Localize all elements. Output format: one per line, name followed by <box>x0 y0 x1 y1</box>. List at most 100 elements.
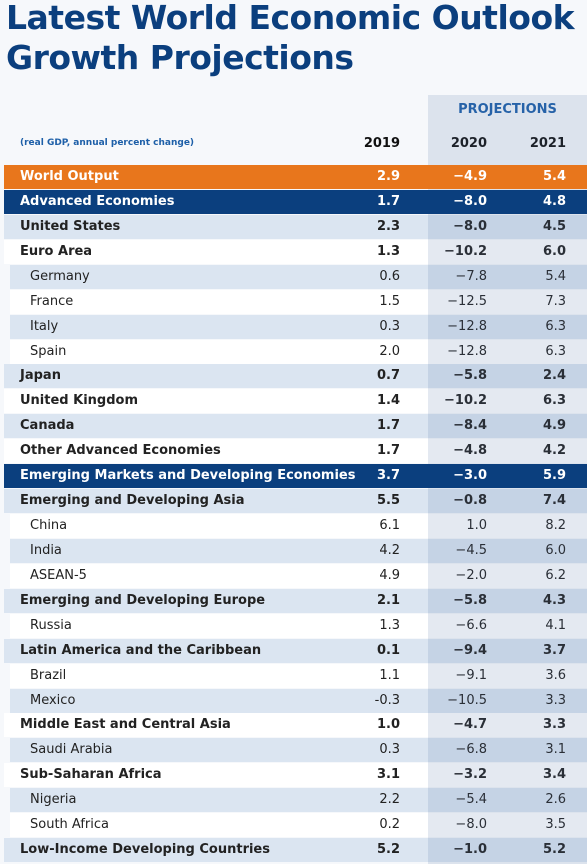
row-label: Saudi Arabia <box>30 742 113 758</box>
cell-value: 5.2 <box>376 842 400 858</box>
cell-value: 0.6 <box>379 268 400 284</box>
cell-value: 1.5 <box>379 293 400 309</box>
row-label: Russia <box>30 617 72 633</box>
cell-value: 4.3 <box>542 592 566 608</box>
cell-value: −5.8 <box>453 592 487 608</box>
column-header: 2019 <box>363 136 400 151</box>
row-label: Canada <box>20 418 75 434</box>
row-label: ASEAN-5 <box>30 567 87 583</box>
cell-value: 7.3 <box>545 293 566 309</box>
cell-value: 6.3 <box>542 393 566 409</box>
cell-value: 4.5 <box>542 218 566 234</box>
cell-value: 0.3 <box>379 318 400 334</box>
row-label: Germany <box>30 268 90 284</box>
cell-value: 4.8 <box>542 193 566 209</box>
cell-value: −7.8 <box>455 268 487 284</box>
table-row: China 6.1 1.0 8.2 <box>10 514 587 539</box>
cell-value: −10.2 <box>444 393 487 409</box>
cell-value: 6.3 <box>545 318 566 334</box>
cell-value: 3.1 <box>376 767 400 783</box>
cell-value: 4.1 <box>545 617 566 633</box>
cell-value: −1.0 <box>453 842 487 858</box>
cell-value: 2.4 <box>542 368 566 384</box>
row-label: Middle East and Central Asia <box>20 717 231 733</box>
cell-value: 1.0 <box>466 518 487 534</box>
cell-value: 1.4 <box>376 393 400 409</box>
cell-value: 2.6 <box>545 792 566 808</box>
cell-value: 1.1 <box>379 667 400 683</box>
cell-value: 3.7 <box>542 642 566 658</box>
column-header: 2020 <box>450 136 487 151</box>
cell-value: −4.8 <box>453 443 487 459</box>
table-row: Euro Area 1.3 −10.2 6.0 <box>4 239 587 264</box>
row-label: India <box>30 542 62 558</box>
table-row: Japan 0.7 −5.8 2.4 <box>4 364 587 389</box>
row-label: France <box>30 293 74 309</box>
table-row: South Africa 0.2 −8.0 3.5 <box>10 813 587 838</box>
cell-value: 1.7 <box>376 193 400 209</box>
cell-value: −9.4 <box>453 642 487 658</box>
cell-value: −4.7 <box>453 717 487 733</box>
row-label: China <box>30 518 68 534</box>
row-label: Other Advanced Economies <box>20 443 221 459</box>
table-row: India 4.2 −4.5 6.0 <box>10 538 587 563</box>
row-label: Low-Income Developing Countries <box>20 842 270 858</box>
cell-value: 6.2 <box>545 567 566 583</box>
table-row: Saudi Arabia 0.3 −6.8 3.1 <box>10 738 587 763</box>
row-label: Nigeria <box>30 792 77 808</box>
cell-value: −12.8 <box>447 343 487 359</box>
cell-value: 0.1 <box>376 642 400 658</box>
cell-value: 0.3 <box>379 742 400 758</box>
row-label: United States <box>20 218 121 234</box>
cell-value: −4.5 <box>455 542 487 558</box>
cell-value: 3.4 <box>542 767 566 783</box>
cell-value: 3.3 <box>545 692 566 708</box>
table-row: Advanced Economies 1.7 −8.0 4.8 <box>4 189 587 214</box>
cell-value: −4.9 <box>453 169 487 184</box>
cell-value: −8.4 <box>453 418 487 434</box>
cell-value: 1.3 <box>376 243 400 259</box>
cell-value: 3.6 <box>545 667 566 683</box>
table-row: Russia 1.3 −6.6 4.1 <box>10 613 587 638</box>
cell-value: 5.2 <box>542 842 566 858</box>
row-label: World Output <box>20 169 119 184</box>
cell-value: −8.0 <box>453 218 487 234</box>
row-label: United Kingdom <box>20 393 139 409</box>
cell-value: −5.4 <box>455 792 487 808</box>
note: (real GDP, annual percent change) <box>20 138 195 148</box>
cell-value: −9.1 <box>455 667 487 683</box>
cell-value: 3.5 <box>545 817 566 833</box>
table-row: World Output 2.9 −4.9 5.4 <box>4 165 587 189</box>
cell-value: 2.3 <box>376 218 400 234</box>
cell-value: −10.2 <box>444 243 487 259</box>
cell-value: −12.8 <box>447 318 487 334</box>
cell-value: 3.3 <box>542 717 566 733</box>
cell-value: −8.0 <box>455 817 487 833</box>
cell-value: 1.3 <box>379 617 400 633</box>
cell-value: −5.8 <box>453 368 487 384</box>
table-row: Emerging Markets and Developing Economie… <box>4 464 587 489</box>
table-row: Canada 1.7 −8.4 4.9 <box>4 414 587 439</box>
row-label: South Africa <box>30 817 109 833</box>
table-row: ASEAN-5 4.9 −2.0 6.2 <box>10 563 587 588</box>
table-row: Spain 2.0 −12.8 6.3 <box>10 339 587 364</box>
table-row: Sub-Saharan Africa 3.1 −3.2 3.4 <box>4 763 587 788</box>
cell-value: −0.8 <box>453 493 487 509</box>
row-label: Euro Area <box>20 243 93 259</box>
row-label: Japan <box>20 368 61 384</box>
cell-value: −3.0 <box>453 468 487 484</box>
table-row: Brazil 1.1 −9.1 3.6 <box>10 663 587 688</box>
cell-value: −6.6 <box>455 617 487 633</box>
cell-value: 0.2 <box>379 817 400 833</box>
cell-value: 6.1 <box>379 518 400 534</box>
cell-value: 2.9 <box>376 169 400 184</box>
cell-value: 2.1 <box>376 592 400 608</box>
cell-value: 1.0 <box>376 717 400 733</box>
cell-value: 5.9 <box>542 468 566 484</box>
row-label: Italy <box>30 318 59 334</box>
column-header: 2021 <box>529 136 566 151</box>
cell-value: −8.0 <box>453 193 487 209</box>
cell-value: 1.7 <box>376 443 400 459</box>
cell-value: 3.1 <box>545 742 566 758</box>
